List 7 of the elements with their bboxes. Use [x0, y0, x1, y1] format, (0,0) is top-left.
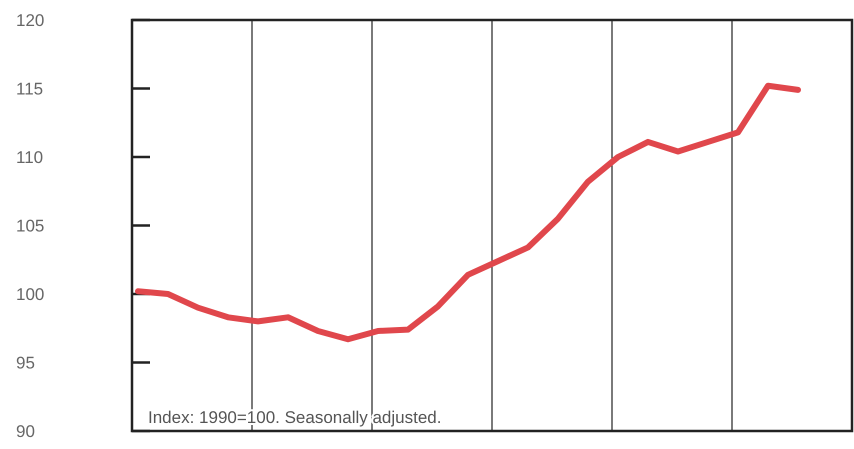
y-tick-label: 105: [16, 216, 44, 236]
y-tick-label: 120: [16, 10, 44, 30]
y-tick-label: 95: [16, 353, 35, 372]
y-tick-label: 115: [16, 79, 44, 98]
y-tick-label: 110: [16, 148, 44, 167]
y-tick-label: 100: [16, 284, 44, 304]
y-tick-label: 90: [16, 422, 35, 441]
